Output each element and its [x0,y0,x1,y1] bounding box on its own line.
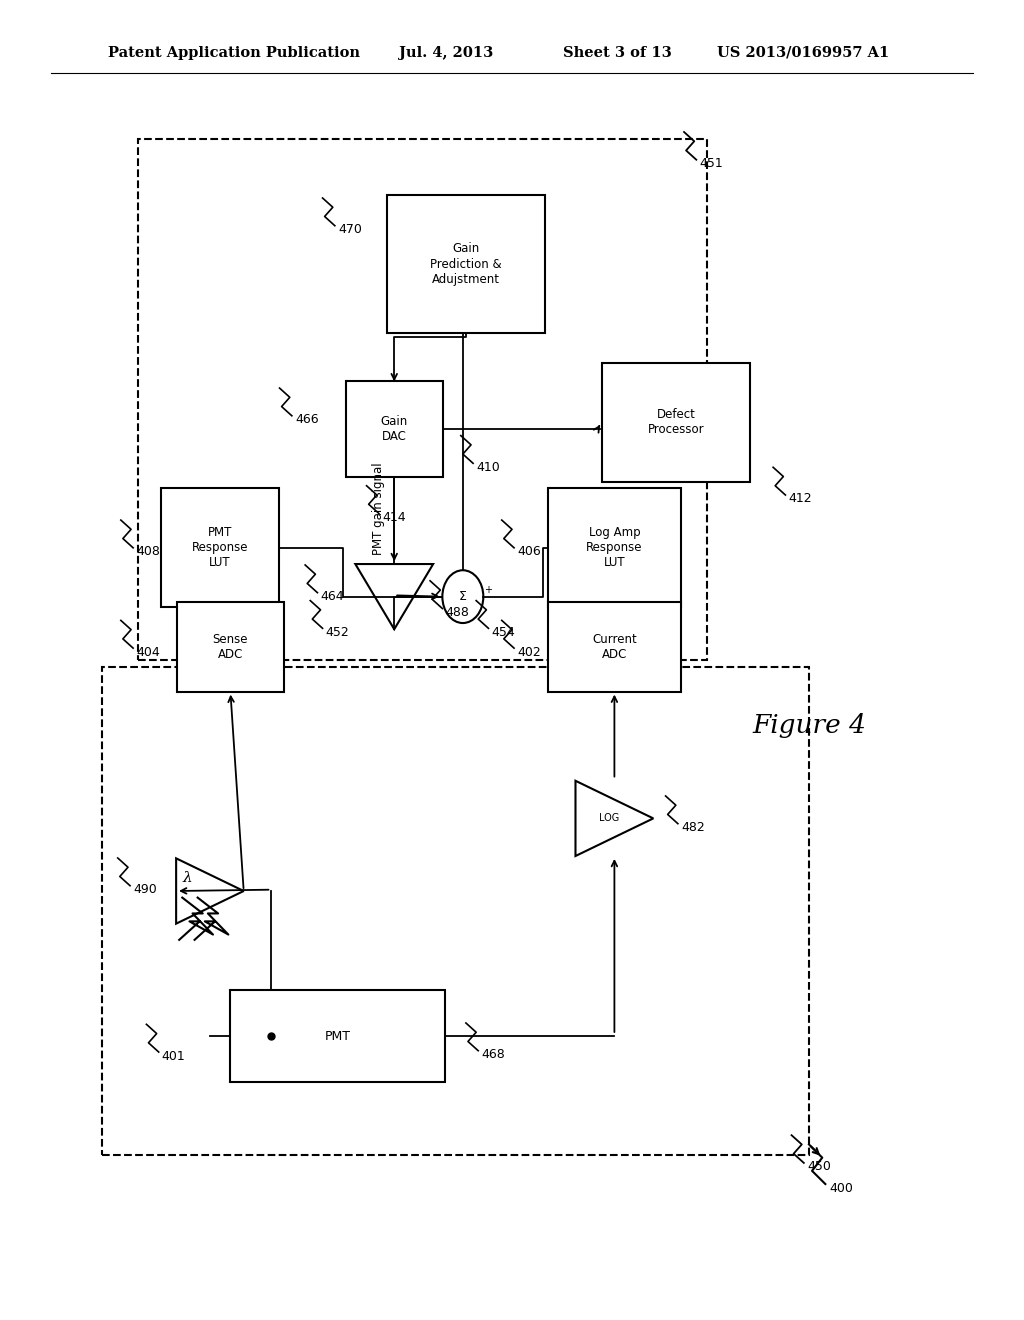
Text: 401: 401 [162,1049,185,1063]
Text: 450: 450 [807,1160,830,1173]
Text: Log Amp
Response
LUT: Log Amp Response LUT [586,527,643,569]
Text: Current
ADC: Current ADC [592,632,637,661]
FancyBboxPatch shape [387,195,545,333]
Text: Sense
ADC: Sense ADC [213,632,248,661]
Text: PMT: PMT [325,1030,351,1043]
Text: 402: 402 [517,645,541,659]
Text: 414: 414 [382,511,406,524]
Text: 488: 488 [445,606,469,619]
Text: 404: 404 [136,645,160,659]
Text: Gain
Prediction &
Adujstment: Gain Prediction & Adujstment [430,243,502,285]
FancyBboxPatch shape [548,602,681,692]
FancyBboxPatch shape [346,381,442,477]
Text: Gain
DAC: Gain DAC [381,414,408,444]
FancyBboxPatch shape [602,363,750,482]
Text: LOG: LOG [599,813,620,824]
Text: 482: 482 [681,821,705,834]
Text: 410: 410 [476,461,500,474]
Text: 466: 466 [295,413,318,426]
Text: Figure 4: Figure 4 [752,714,866,738]
Text: 406: 406 [517,545,541,558]
Text: Defect
Processor: Defect Processor [647,408,705,437]
Text: +: + [484,585,493,595]
Text: 452: 452 [326,626,349,639]
Text: 468: 468 [481,1048,505,1061]
Text: 451: 451 [699,157,723,170]
Text: 408: 408 [136,545,160,558]
Text: 412: 412 [788,492,812,506]
Text: 470: 470 [338,223,361,236]
Text: 454: 454 [492,626,515,639]
Text: Sheet 3 of 13: Sheet 3 of 13 [563,46,672,59]
Text: 400: 400 [829,1181,853,1195]
Text: Jul. 4, 2013: Jul. 4, 2013 [399,46,494,59]
Text: 490: 490 [133,883,157,896]
FancyBboxPatch shape [162,488,279,607]
FancyBboxPatch shape [548,488,681,607]
Text: Patent Application Publication: Patent Application Publication [108,46,359,59]
Text: Σ: Σ [459,590,467,603]
FancyBboxPatch shape [177,602,285,692]
FancyBboxPatch shape [230,990,445,1082]
Text: λ: λ [182,871,193,884]
Text: PMT gain signal: PMT gain signal [373,462,385,554]
Text: US 2013/0169957 A1: US 2013/0169957 A1 [717,46,889,59]
Text: 464: 464 [321,590,344,603]
Text: PMT
Response
LUT: PMT Response LUT [191,527,249,569]
